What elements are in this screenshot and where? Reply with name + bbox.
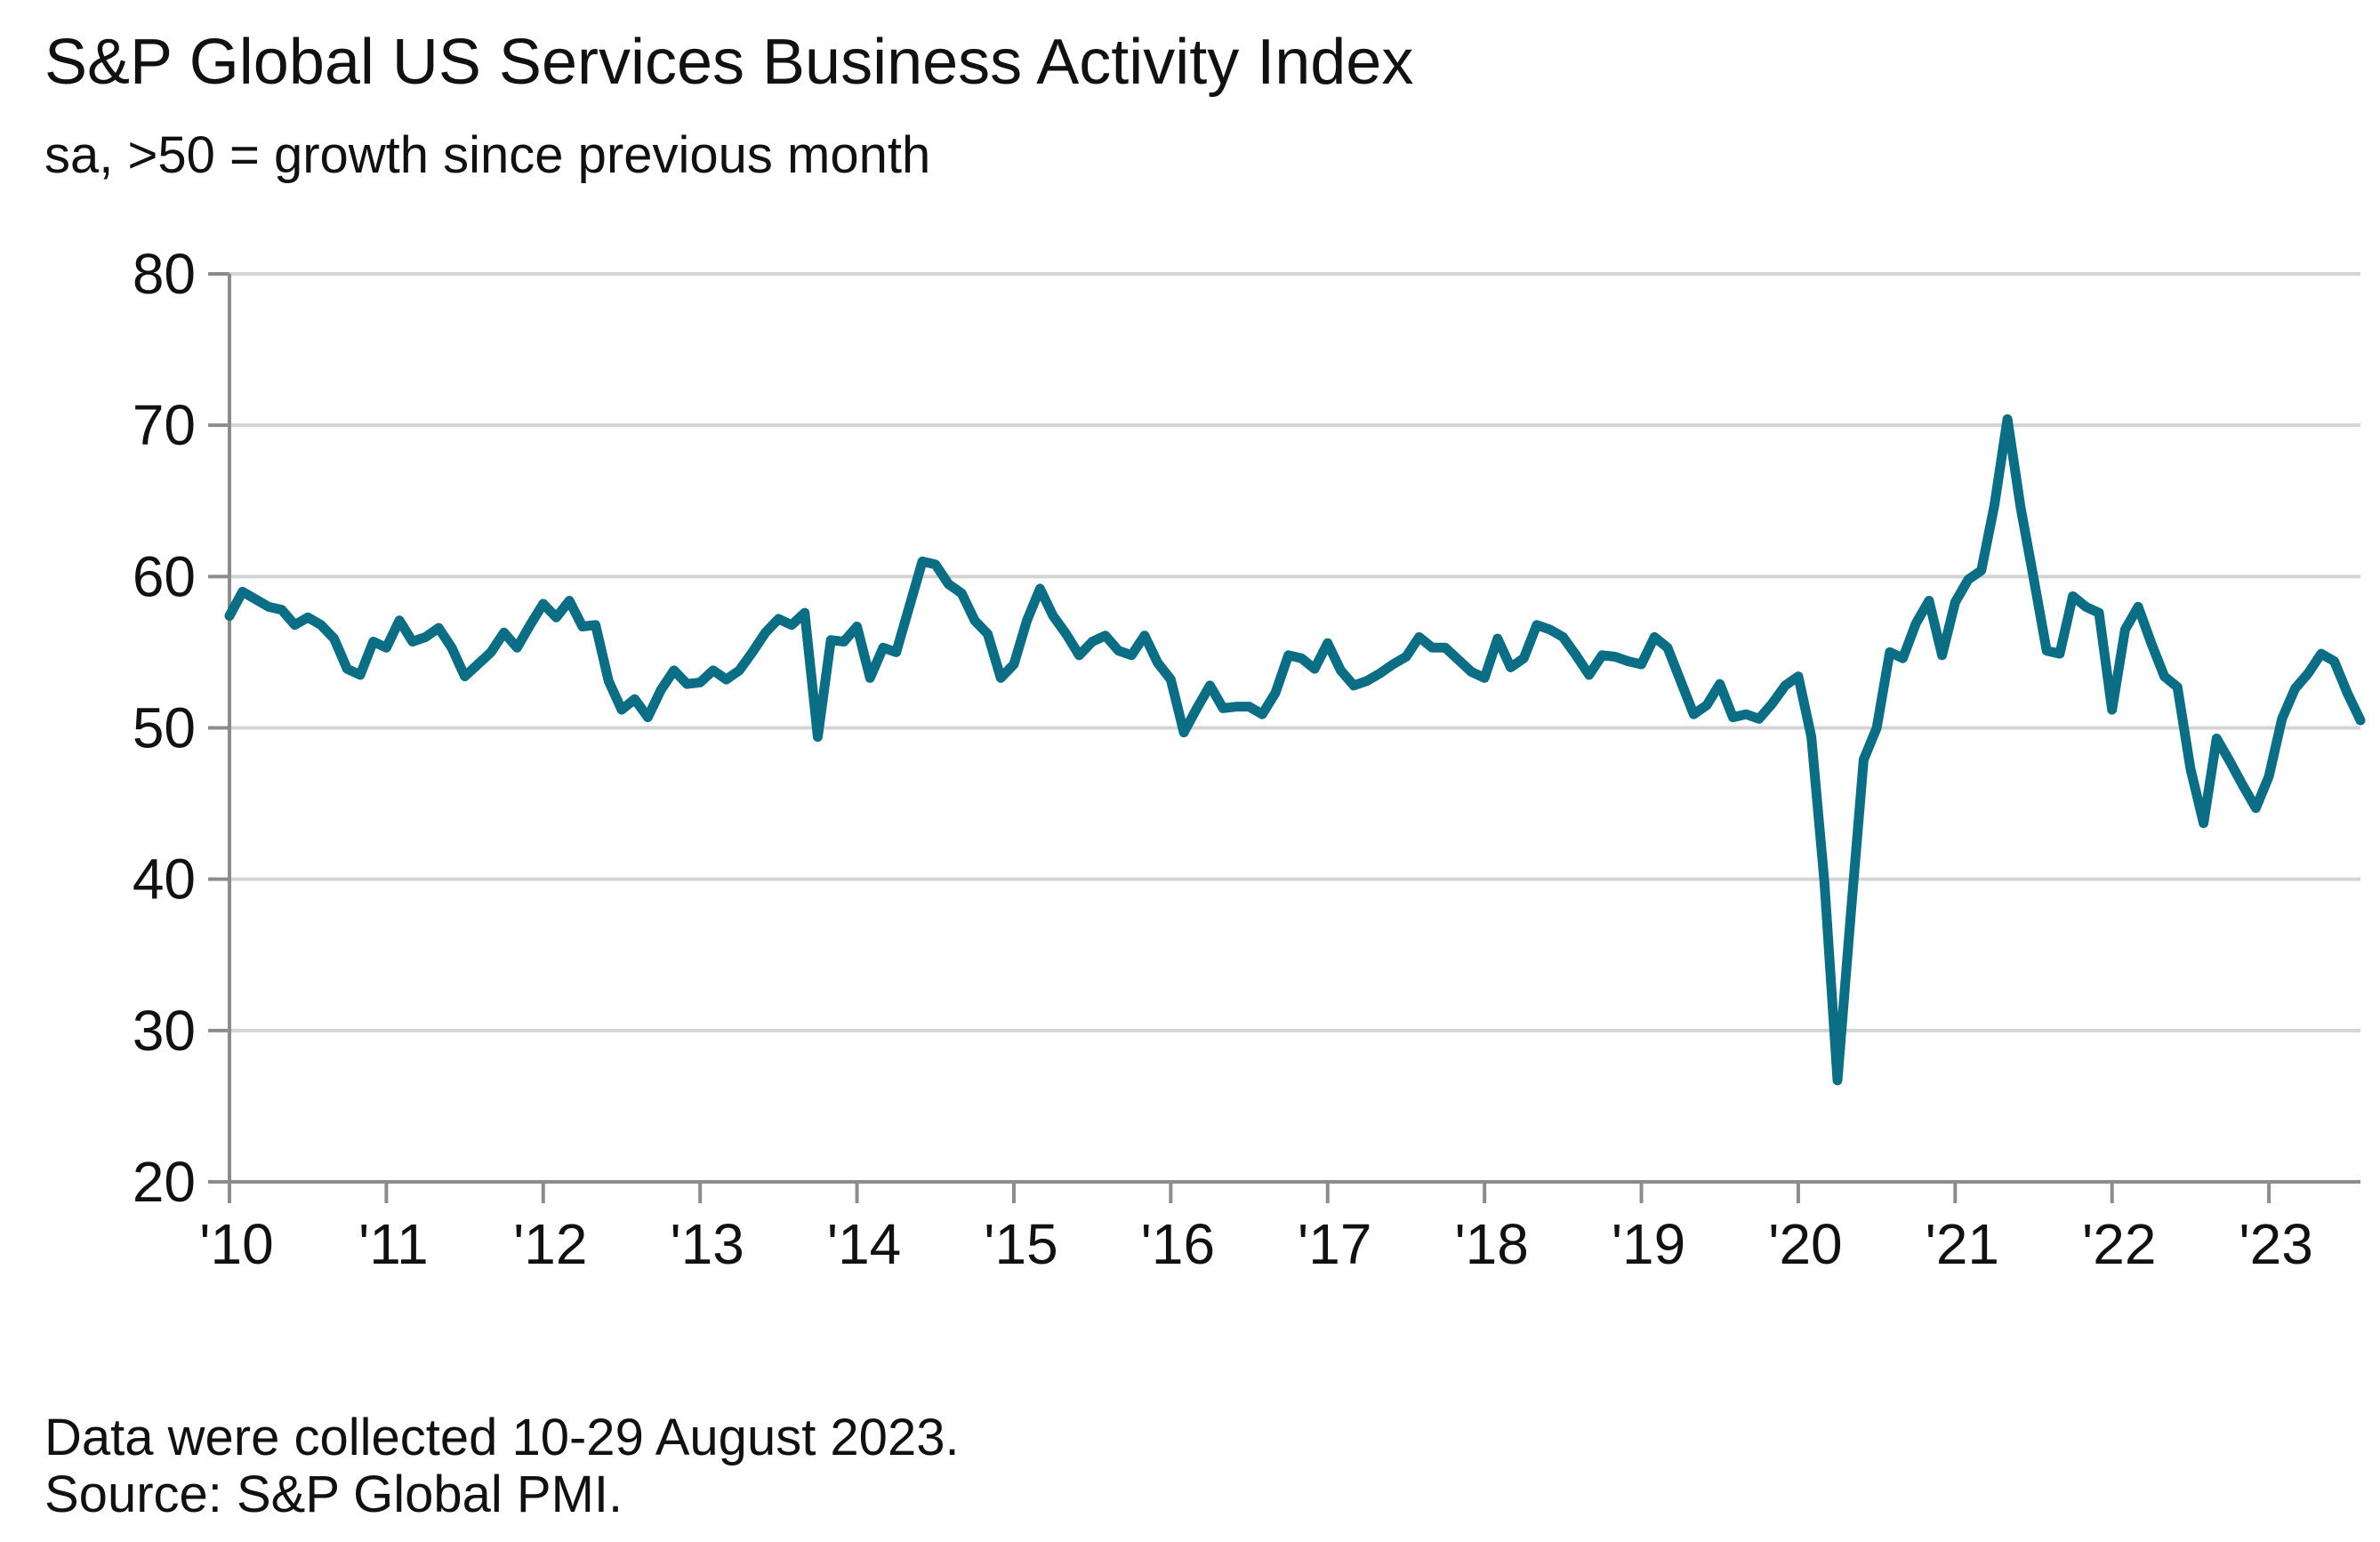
x-tick-label-2016: '16	[1141, 1212, 1215, 1276]
axes	[208, 272, 2360, 1203]
y-tick-label-20: 20	[133, 1150, 196, 1214]
series-line-0	[224, 414, 2366, 1086]
x-tick-label-2011: '11	[358, 1212, 429, 1276]
y-tick-label-30: 30	[133, 999, 196, 1063]
x-tick-label-2014: '14	[827, 1212, 901, 1276]
x-tick-label-2015: '15	[984, 1212, 1057, 1276]
y-tick-label-80: 80	[133, 242, 196, 306]
chart-title: S&P Global US Services Business Activity…	[44, 27, 1414, 98]
y-tick-label-40: 40	[133, 847, 196, 912]
x-tick-label-2013: '13	[670, 1212, 744, 1276]
data-collection-note: Data were collected 10-29 August 2023.	[44, 1409, 960, 1466]
x-tick-label-2019: '19	[1612, 1212, 1685, 1276]
y-tick-label-50: 50	[133, 696, 196, 760]
source-note: Source: S&P Global PMI.	[44, 1466, 623, 1523]
x-tick-label-2021: '21	[1926, 1212, 1999, 1276]
gridlines	[229, 272, 2360, 1032]
x-tick-label-2022: '22	[2082, 1212, 2156, 1276]
x-tick-label-2012: '12	[513, 1212, 587, 1276]
y-tick-label-60: 60	[133, 544, 196, 608]
series	[224, 414, 2366, 1086]
chart-subtitle: sa, >50 = growth since previous month	[44, 126, 931, 184]
x-tick-label-2018: '18	[1454, 1212, 1528, 1276]
x-tick-label-2023: '23	[2239, 1212, 2312, 1276]
y-axis-tick-labels: 20 30 40 50 60 70 80	[133, 242, 196, 1214]
x-tick-label-2017: '17	[1298, 1212, 1371, 1276]
x-axis-tick-labels: '10 '11 '12 '13 '14 '15 '16 '17 '18 '19 '20 '21 '22 '…	[199, 1212, 2313, 1276]
y-tick-label-70: 70	[133, 393, 196, 457]
x-tick-label-2020: '20	[1768, 1212, 1842, 1276]
x-tick-label-2010: '10	[199, 1212, 273, 1276]
